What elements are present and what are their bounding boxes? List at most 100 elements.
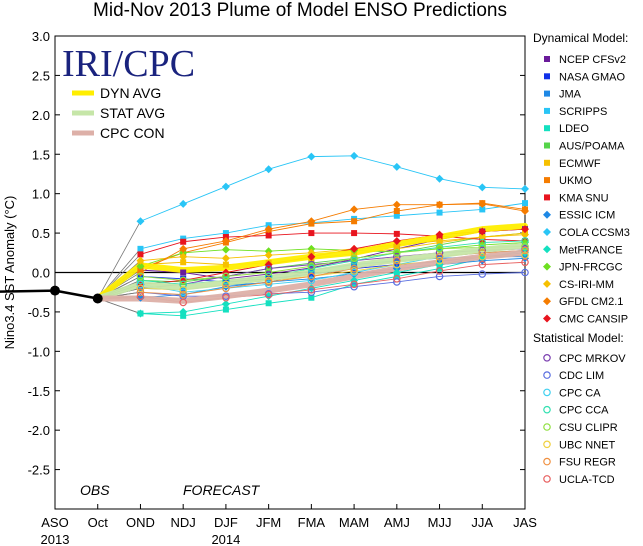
marker-cdc-lim (435, 272, 444, 281)
marker-kma-snu (265, 232, 272, 239)
marker-aus-poama (351, 255, 358, 262)
marker-cola-ccsm3 (221, 182, 230, 191)
marker-cdc-lim (307, 288, 316, 297)
marker-csu-clipr (478, 243, 487, 252)
legend-label-jpn-frcgc: JPN-FRCGC (559, 262, 623, 274)
y-tick-label: -1.5 (28, 384, 50, 399)
marker-ucla-tcd (393, 275, 401, 283)
legend-marker-kma-snu (544, 194, 550, 201)
legend-marker-ucla-tcd (543, 475, 551, 483)
marker-kma-snu (393, 230, 400, 237)
x-tick-label: DJF (214, 515, 238, 530)
series-line-cs-iri-mm (140, 234, 526, 262)
series-line-scripps (140, 202, 526, 250)
series-line-csu-clipr (140, 246, 526, 281)
x-tick-label: FMA (298, 515, 326, 530)
marker-jpn-frcgc (136, 262, 145, 271)
marker-kma-snu (351, 230, 358, 237)
y-tick-label: 2.5 (32, 68, 50, 83)
marker-gfdl-cm2-1 (435, 200, 444, 209)
marker-ukmo (351, 218, 358, 225)
marker-csu-clipr (350, 254, 358, 263)
marker-cdc-lim (350, 282, 358, 291)
marker-cpc-cca (222, 276, 230, 285)
legend-marker-cpc-cca (543, 405, 551, 414)
marker-kma-snu (308, 230, 315, 237)
legend-label-kma-snu: KMA SNU (559, 192, 609, 204)
legend-label-ukmo: UKMO (559, 175, 592, 187)
legend-heading-dynamical: Dynamical Model: (533, 31, 628, 45)
marker-ubc-nnet (435, 256, 444, 265)
y-tick-label: -0.5 (28, 305, 50, 320)
legend-marker-ukmo (544, 177, 550, 184)
legend-label-cmc-cansip: CMC CANSIP (559, 314, 628, 326)
marker-scripps (393, 212, 400, 219)
marker-cpc-ca (264, 280, 273, 289)
marker-cpc-cca (136, 276, 145, 285)
marker-cmc-cansip (521, 225, 529, 234)
marker-scripps (180, 235, 187, 242)
legend-label-gfdl-cm2-1: GFDL CM2.1 (559, 296, 623, 308)
marker-essic-icm (221, 282, 230, 291)
marker-ubc-nnet (393, 260, 401, 269)
legend-label-scripps: SCRIPPS (559, 106, 607, 118)
x-tick-label: OND (126, 515, 155, 530)
y-tick-label: 1.5 (32, 147, 50, 162)
legend-marker-cola-ccsm3 (543, 228, 551, 236)
y-tick-label: -2.0 (28, 423, 50, 438)
marker-ucla-tcd (435, 267, 444, 275)
marker-ubc-nnet (136, 284, 145, 293)
marker-ucla-tcd (264, 290, 273, 299)
y-tick-label: -2.5 (28, 463, 50, 478)
legend-marker-ubc-nnet (543, 440, 551, 449)
marker-cpc-ca (136, 280, 145, 289)
marker-gfdl-cm2-1 (521, 207, 529, 216)
marker-cmc-cansip (307, 252, 316, 261)
marker-cpc-mrkov (393, 252, 401, 261)
x-tick-label: NDJ (171, 515, 196, 530)
marker-ubc-nnet (350, 267, 358, 275)
marker-csu-clipr (179, 276, 187, 285)
marker-fsu-regr (136, 288, 145, 297)
legend-label-aus-poama: AUS/POAMA (559, 141, 625, 153)
marker-cs-iri-mm (221, 254, 230, 263)
series-markers (0, 151, 529, 319)
marker-fsu-regr (264, 278, 273, 286)
marker-fsu-regr (393, 256, 401, 265)
marker-fsu-regr (222, 284, 230, 293)
marker-ubc-nnet (478, 252, 487, 261)
y-tick-label: 0.5 (32, 226, 50, 241)
marker-cs-iri-mm (521, 230, 529, 239)
marker-cdc-lim (393, 278, 401, 286)
marker-gfdl-cm2-1 (264, 225, 273, 234)
marker-ldeo (265, 300, 272, 307)
avg-legend-label: CPC CON (100, 125, 165, 141)
marker-cpc-cca (179, 280, 187, 289)
legend-label-csu-clipr: CSU CLIPR (559, 422, 618, 434)
legend-label-ncep-cfsv2: NCEP CFSv2 (559, 54, 626, 66)
legend-marker-cmc-cansip (543, 314, 551, 323)
marker-ncep-cfsv2 (180, 269, 187, 276)
marker-cs-iri-mm (264, 251, 273, 260)
marker-cola-ccsm3 (179, 199, 188, 208)
marker-scripps (436, 209, 443, 216)
legend-marker-aus-poama (544, 142, 550, 149)
y-tick-label: -1.0 (28, 344, 50, 359)
x-tick-label: JAS (513, 515, 537, 530)
legend-marker-metfrance (543, 245, 551, 254)
marker-ucla-tcd (350, 280, 358, 289)
axis-labels: 3.0 2.5 2.0 1.5 1.0 0.5 0.0 -0.5 -1.0 -1.5 -2.0 -2.… (2, 29, 537, 546)
legend-marker-jpn-frcgc (543, 262, 551, 271)
legend-label-metfrance: MetFRANCE (559, 244, 623, 256)
series-line-ldeo (140, 249, 526, 317)
marker-csu-clipr (264, 268, 273, 277)
chart-title: Mid-Nov 2013 Plume of Model ENSO Predict… (93, 0, 507, 21)
x-tick-label: MJJ (428, 515, 452, 530)
marker-ldeo (222, 306, 229, 313)
marker-cola-ccsm3 (136, 217, 145, 226)
legend-label-cpc-cca: CPC CCA (559, 405, 609, 417)
marker-cola-ccsm3 (307, 152, 316, 161)
legend-label-cdc-lim: CDC LIM (559, 370, 604, 382)
marker-cs-iri-mm (478, 233, 487, 242)
marker-cpc-cca (264, 272, 273, 281)
